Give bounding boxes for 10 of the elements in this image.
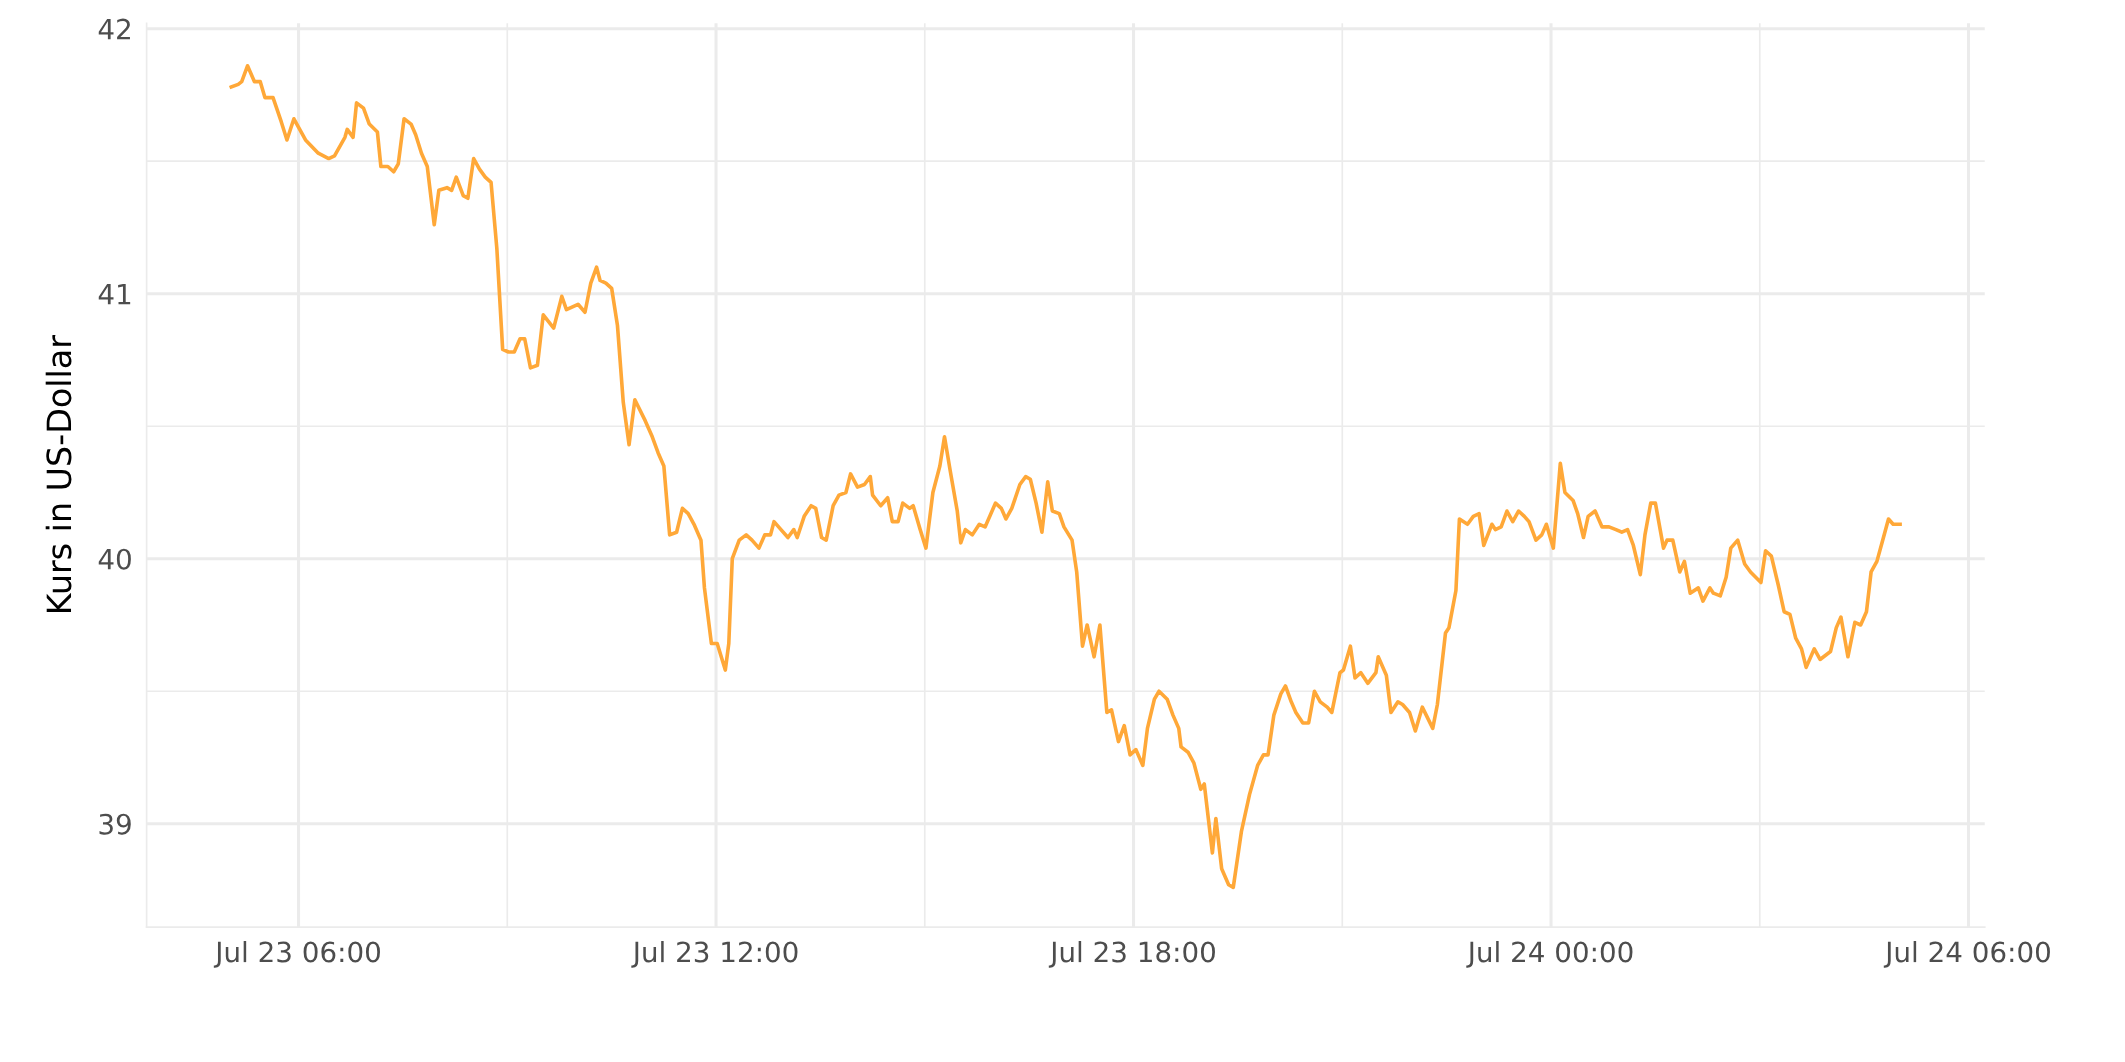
x-tick-label: Jul 23 06:00: [213, 941, 380, 968]
y-axis-title: Kurs in US-Dollar: [45, 335, 72, 613]
x-tick-label: Jul 24 06:00: [1883, 941, 2050, 968]
x-tick-label: Jul 24 00:00: [1466, 941, 1633, 968]
x-tick-label: Jul 23 18:00: [1048, 941, 1215, 968]
y-tick-label: 40: [98, 548, 131, 570]
y-tick-label: 41: [98, 284, 131, 305]
y-tick-label: 39: [99, 813, 131, 835]
y-tick-label: 42: [98, 18, 130, 40]
x-tick-label: Jul 23 12:00: [631, 941, 798, 968]
